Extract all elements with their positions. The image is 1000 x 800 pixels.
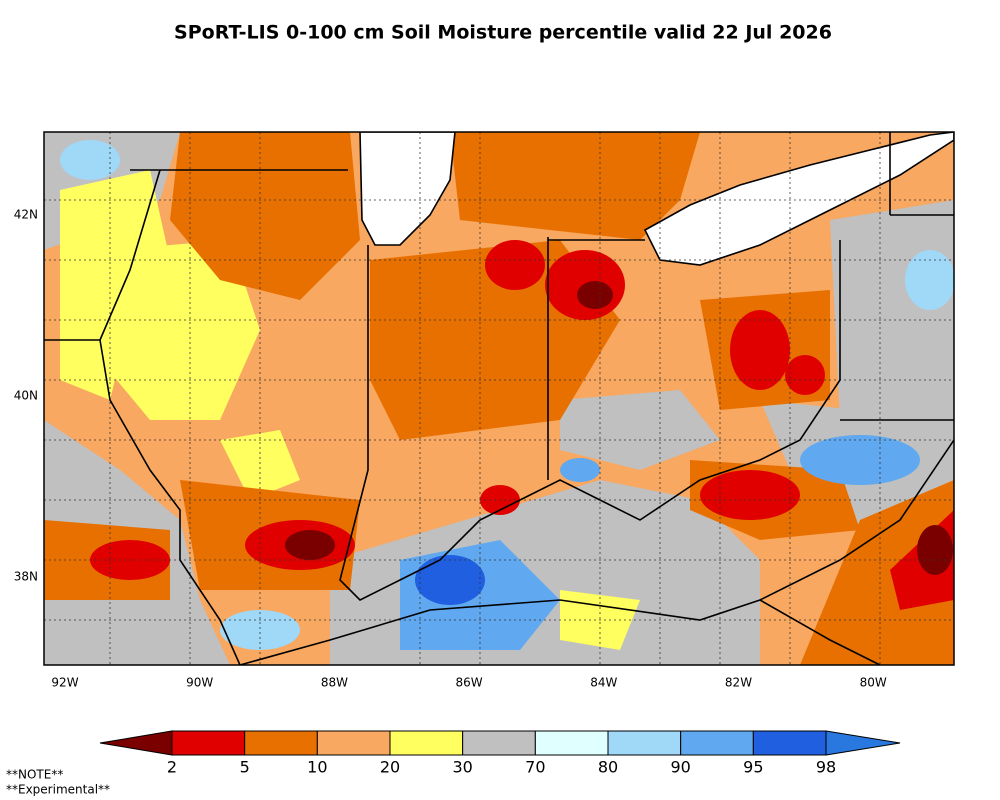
colorbar-label: 80 [598,758,618,777]
colorbar-arrow [825,730,901,756]
colorbar-segment [171,730,246,756]
colorbar-segment [752,730,827,756]
map [44,132,954,665]
colorbar-segment [680,730,754,756]
colorbar-label: 98 [816,758,836,777]
colorbar-label: 5 [240,758,250,777]
colorbar-segment [462,730,536,756]
lon-label: 92W [51,676,78,690]
lon-label: 80W [860,676,887,690]
lat-label: 40N [14,389,38,403]
lat-label: 38N [14,570,38,584]
colorbar-arrow [99,730,173,756]
colorbar-segment [534,730,609,756]
map-title: SPoRT-LIS 0-100 cm Soil Moisture percent… [174,22,832,44]
colorbar-label: 95 [743,758,763,777]
lon-label: 86W [456,676,483,690]
note: **NOTE** [6,768,63,782]
map-frame [43,131,955,666]
colorbar-segment [316,730,391,756]
lat-label: 42N [14,208,38,222]
lon-label: 84W [590,676,617,690]
colorbar-label: 20 [380,758,400,777]
colorbar-label: 70 [525,758,545,777]
colorbar-label: 30 [452,758,472,777]
lon-label: 88W [321,676,348,690]
colorbar-label: 90 [670,758,690,777]
colorbar-segment [607,730,682,756]
colorbar-segment [244,730,318,756]
lon-label: 90W [186,676,213,690]
colorbar-label: 2 [167,758,177,777]
colorbar-label: 10 [307,758,327,777]
note: **Experimental** [6,783,110,797]
lon-label: 82W [725,676,752,690]
colorbar-segment [389,730,464,756]
